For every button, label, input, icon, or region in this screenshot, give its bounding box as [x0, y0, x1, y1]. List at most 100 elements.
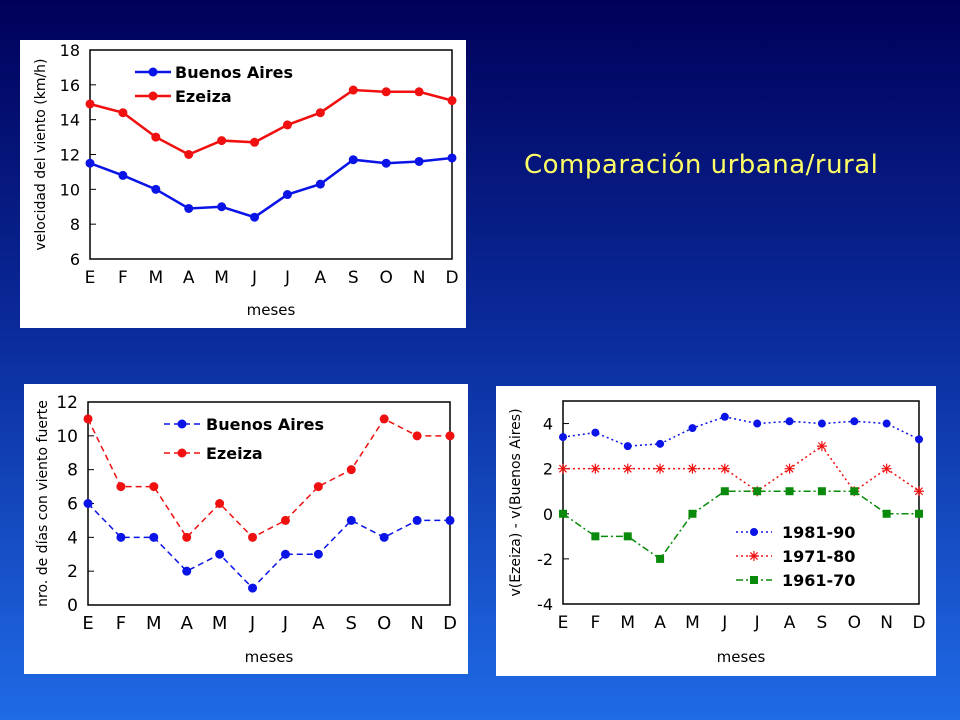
- point: [313, 482, 323, 492]
- legend-entry: Buenos Aires: [206, 415, 324, 434]
- point: [148, 91, 158, 101]
- x-tick-label: F: [116, 613, 126, 634]
- point: [379, 532, 389, 542]
- legend-entry: 1981-90: [782, 523, 855, 542]
- y-tick-label: 2: [543, 460, 553, 479]
- point: [445, 515, 455, 525]
- point: [177, 419, 187, 429]
- point: [753, 419, 762, 428]
- x-tick-label: S: [346, 613, 357, 634]
- series-buenos-aires: [83, 499, 455, 593]
- x-tick-label: E: [85, 268, 96, 288]
- point: [83, 414, 93, 424]
- y-tick-label: 4: [543, 415, 553, 434]
- legend: Buenos Aires Ezeiza: [164, 415, 324, 463]
- plot-frame: [562, 400, 920, 605]
- point: [116, 532, 126, 542]
- x-tick-label: S: [817, 613, 828, 633]
- x-tick-label: A: [315, 268, 327, 288]
- point: [914, 486, 924, 497]
- y-tick-label: 14: [60, 111, 80, 130]
- x-tick-label: A: [183, 268, 195, 288]
- point: [348, 155, 358, 165]
- legend: Buenos Aires Ezeiza: [135, 63, 293, 106]
- point: [720, 487, 729, 496]
- point: [184, 150, 194, 159]
- point: [656, 439, 665, 448]
- point: [817, 419, 826, 428]
- point: [591, 428, 600, 437]
- series-line: [89, 156, 453, 219]
- point: [623, 532, 632, 541]
- point: [280, 515, 290, 525]
- x-tick-label: D: [445, 268, 458, 288]
- y-tick-label: 6: [70, 250, 80, 269]
- x-axis-label: meses: [245, 648, 294, 666]
- y-axis-label: v(Ezeiza) - v(Buenos Aires): [508, 408, 524, 596]
- series-1961-70: [559, 487, 923, 563]
- point: [719, 463, 730, 474]
- y-axis-label: nro. de días con viento fuerte: [35, 400, 51, 607]
- point: [282, 120, 292, 130]
- point: [118, 108, 128, 118]
- x-tick-label: M: [620, 613, 635, 633]
- point: [85, 99, 95, 109]
- point: [688, 509, 697, 518]
- x-tick-label: A: [654, 613, 666, 633]
- x-tick-label: J: [282, 613, 288, 634]
- x-tick-label: N: [413, 268, 426, 288]
- point: [850, 417, 859, 426]
- point: [148, 67, 158, 77]
- legend-entry: 1961-70: [782, 571, 855, 590]
- point: [590, 463, 601, 474]
- legend-entry: Buenos Aires: [175, 63, 293, 82]
- y-tick-label: 8: [67, 461, 78, 481]
- point: [414, 87, 424, 97]
- x-tick-label: E: [558, 613, 569, 633]
- y-tick-label: 6: [67, 495, 78, 515]
- x-tick-label: M: [685, 613, 700, 633]
- point: [250, 212, 260, 222]
- x-axis-label: meses: [247, 301, 296, 319]
- y-tick-label: 16: [60, 76, 80, 95]
- point: [750, 528, 758, 536]
- y-tick-label: 0: [543, 505, 553, 524]
- point: [182, 566, 192, 576]
- point: [784, 463, 795, 474]
- x-tick-label: J: [249, 613, 255, 634]
- point: [116, 482, 126, 492]
- slide-title: Comparación urbana/rural: [524, 150, 879, 180]
- point: [412, 515, 422, 525]
- point: [217, 136, 227, 146]
- x-axis-label: meses: [717, 648, 766, 666]
- point: [151, 184, 161, 194]
- point: [850, 487, 859, 496]
- point: [149, 482, 159, 492]
- point: [445, 431, 455, 441]
- x-tick-label: O: [848, 613, 861, 633]
- series-ezeiza: [83, 414, 455, 542]
- point: [688, 424, 697, 433]
- point: [720, 412, 729, 421]
- point: [215, 499, 225, 508]
- legend-entry: Ezeiza: [206, 444, 263, 463]
- y-tick-label: 10: [56, 427, 78, 447]
- x-tick-label: A: [312, 613, 325, 634]
- y-axis-label: velocidad del viento (km/h): [33, 58, 49, 250]
- point: [591, 532, 600, 541]
- point: [447, 153, 457, 163]
- y-tick-label: 10: [60, 180, 80, 199]
- point: [749, 551, 759, 561]
- y-tick-label: 4: [67, 528, 78, 548]
- series-line: [562, 416, 920, 447]
- point: [282, 190, 292, 200]
- x-tick-label: J: [754, 613, 760, 633]
- point: [184, 203, 194, 213]
- point: [414, 156, 424, 166]
- series-line: [562, 490, 919, 560]
- point: [381, 158, 391, 168]
